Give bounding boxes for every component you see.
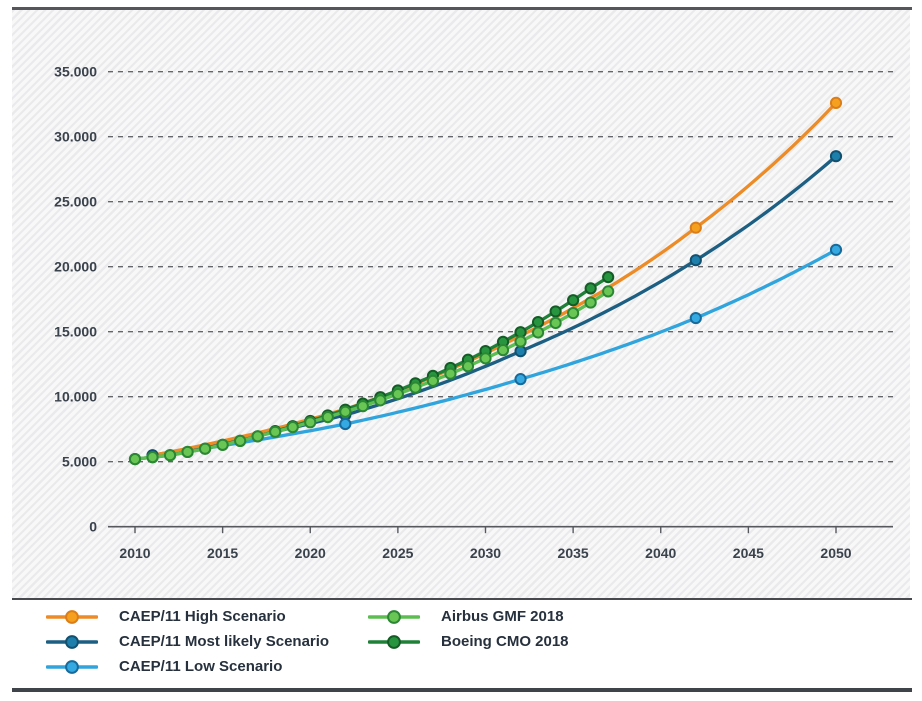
boeing-cmo-swatch-icon xyxy=(367,634,421,650)
data-point-marker xyxy=(374,394,387,407)
data-point-marker xyxy=(356,400,369,413)
x-tick-label: 2025 xyxy=(382,545,413,561)
legend-item-airbus-gmf: Airbus GMF 2018 xyxy=(367,604,569,629)
series-line xyxy=(133,289,610,461)
data-point-marker xyxy=(567,294,580,307)
y-tick-label: 25.000 xyxy=(54,194,97,210)
x-axis-labels: 2010 2015 2020 2025 2030 2035 2040 2045 2050 xyxy=(119,545,851,561)
data-point-marker xyxy=(234,434,247,447)
data-point-marker xyxy=(514,335,527,348)
data-point-marker xyxy=(829,96,843,110)
legend-column-manufacturers: Airbus GMF 2018 Boeing CMO 2018 xyxy=(367,604,569,679)
legend-marker xyxy=(65,609,79,624)
data-point-marker xyxy=(128,453,142,466)
x-tick-label: 2030 xyxy=(470,545,501,561)
data-point-marker xyxy=(269,425,282,438)
data-point-marker xyxy=(496,344,510,357)
data-point-marker xyxy=(479,352,492,365)
data-point-marker xyxy=(251,430,264,443)
series-lines xyxy=(128,96,843,466)
legend-item-label: CAEP/11 Low Scenario xyxy=(119,658,283,675)
data-point-marker xyxy=(584,282,597,295)
data-point-marker xyxy=(409,381,422,394)
legend-item-caep-low: CAEP/11 Low Scenario xyxy=(45,654,368,679)
x-tick-label: 2045 xyxy=(733,545,764,561)
data-point-marker xyxy=(829,150,843,163)
y-tick-label: 30.000 xyxy=(54,129,97,145)
y-tick-label: 0 xyxy=(89,519,97,535)
data-point-marker xyxy=(531,326,545,339)
data-point-marker xyxy=(829,243,843,256)
y-tick-label: 35.000 xyxy=(54,64,97,80)
x-axis xyxy=(108,525,893,534)
legend-marker xyxy=(387,634,401,649)
legend-marker xyxy=(65,659,79,674)
data-point-marker xyxy=(339,405,352,418)
data-point-marker xyxy=(426,374,440,387)
data-point-marker xyxy=(339,417,352,431)
series-line xyxy=(150,154,838,457)
data-point-marker xyxy=(602,271,615,284)
series-line xyxy=(133,275,610,461)
x-tick-label: 2010 xyxy=(119,545,150,561)
legend-item-caep-most-likely: CAEP/11 Most likely Scenario xyxy=(45,629,368,654)
y-tick-label: 5.000 xyxy=(62,454,97,470)
data-point-marker xyxy=(549,305,562,318)
caep-most-likely-swatch-icon xyxy=(45,634,99,650)
x-tick-label: 2020 xyxy=(295,545,326,561)
data-point-marker xyxy=(181,445,194,459)
legend-separator xyxy=(12,598,912,600)
data-point-marker xyxy=(689,311,702,325)
y-tick-label: 15.000 xyxy=(54,324,97,340)
data-point-marker xyxy=(304,416,317,429)
legend-item-label: CAEP/11 High Scenario xyxy=(119,608,286,625)
x-tick-label: 2035 xyxy=(558,545,589,561)
data-point-marker xyxy=(216,438,229,451)
data-point-marker xyxy=(584,296,597,309)
caep-low-swatch-icon xyxy=(45,659,99,675)
legend-column-caep: CAEP/11 High Scenario CAEP/11 Most likel… xyxy=(45,604,368,679)
data-point-marker xyxy=(391,388,404,401)
legend: CAEP/11 High Scenario CAEP/11 Most likel… xyxy=(12,604,912,679)
data-point-marker xyxy=(531,315,545,329)
gridlines xyxy=(108,71,893,463)
data-point-marker xyxy=(199,442,212,455)
y-tick-label: 10.000 xyxy=(54,389,97,405)
x-tick-label: 2015 xyxy=(207,545,238,561)
data-point-marker xyxy=(321,411,334,424)
data-point-marker xyxy=(461,360,475,373)
top-border xyxy=(12,7,912,10)
airbus-gmf-swatch-icon xyxy=(367,609,421,625)
data-point-marker xyxy=(286,421,299,434)
data-point-marker xyxy=(689,254,702,267)
legend-item-label: CAEP/11 Most likely Scenario xyxy=(119,633,330,650)
data-point-marker xyxy=(146,451,159,464)
legend-item-boeing-cmo: Boeing CMO 2018 xyxy=(367,629,569,654)
data-point-marker xyxy=(163,449,177,462)
legend-item-label: Airbus GMF 2018 xyxy=(441,608,564,625)
x-tick-label: 2040 xyxy=(645,545,676,561)
data-point-marker xyxy=(444,367,457,380)
data-point-marker xyxy=(549,316,562,330)
y-tick-label: 20.000 xyxy=(54,259,97,275)
y-axis-labels: 0 5.000 10.000 15.000 20.000 25.000 30.000 35.0… xyxy=(54,64,97,535)
series-line xyxy=(150,101,838,457)
data-point-marker xyxy=(689,221,702,234)
legend-marker xyxy=(387,609,401,624)
data-point-marker xyxy=(514,373,527,386)
bottom-border xyxy=(12,688,912,692)
x-tick-label: 2050 xyxy=(820,545,851,561)
chart-plot-background xyxy=(12,10,910,598)
caep-high-swatch-icon xyxy=(45,609,99,625)
series-line xyxy=(150,248,838,458)
legend-item-caep-high: CAEP/11 High Scenario xyxy=(45,604,368,629)
legend-item-label: Boeing CMO 2018 xyxy=(441,633,569,650)
data-point-marker xyxy=(602,285,615,298)
data-point-marker xyxy=(567,307,580,320)
legend-marker xyxy=(65,634,79,649)
